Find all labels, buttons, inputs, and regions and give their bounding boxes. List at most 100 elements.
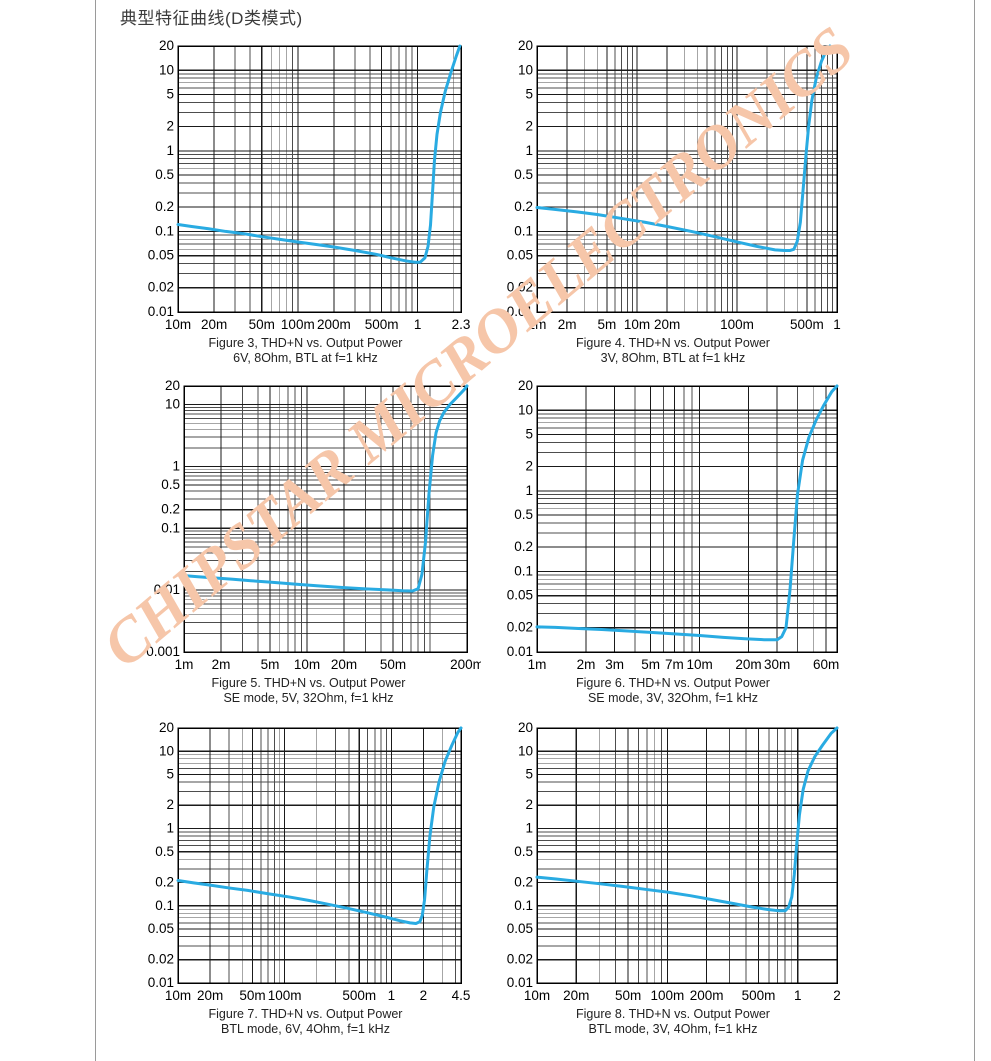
- page-left-border: [95, 0, 96, 1061]
- y-tick-label: 0.1: [155, 898, 174, 913]
- figure-caption-subtitle: 3V, 8Ohm, BTL at f=1 kHz: [600, 351, 746, 365]
- y-tick-label: 0.2: [514, 539, 533, 554]
- figure-6-plot: 0.01 0.02 0.05 0.1 0.2 0.5 1 2 5 10 20 1m 2m 3m 5m 7m 10…: [507, 380, 840, 672]
- x-tick-label: 2: [420, 988, 428, 1003]
- y-tick-label: 0.02: [507, 280, 533, 295]
- y-tick-label: 0.05: [507, 248, 533, 263]
- x-tick-label: 10m: [294, 657, 320, 672]
- y-tick-label: 10: [165, 397, 180, 412]
- y-tick-label: 0.01: [507, 304, 533, 319]
- x-tick-label: 200m: [317, 317, 351, 332]
- y-tick-label: 0.01: [154, 582, 180, 597]
- y-tick-label: 0.1: [161, 520, 180, 535]
- series-line: [182, 384, 469, 593]
- x-tick-label: 500m: [365, 317, 399, 332]
- y-tick-label: 5: [525, 427, 533, 442]
- y-tick-label: 0.2: [155, 199, 174, 214]
- x-tick-label: 2: [833, 988, 841, 1003]
- y-tick-label: 0.05: [148, 921, 174, 936]
- y-tick-label: 20: [159, 722, 174, 735]
- figure-4: 0.01 0.02 0.05 0.1 0.2 0.5 1 2 5 10 20 1m 2m 5m 10m 20m…: [495, 40, 851, 366]
- y-tick-label: 10: [159, 62, 174, 77]
- x-tick-label: 2m: [577, 657, 596, 672]
- x-tick-label: 20m: [331, 657, 357, 672]
- y-tick-label: 5: [166, 767, 174, 782]
- y-tick-label: 0.05: [148, 248, 174, 263]
- y-tick-label: 0.1: [514, 223, 533, 238]
- series-line: [535, 726, 839, 913]
- x-tick-label: 2m: [212, 657, 231, 672]
- y-tick-label: 0.2: [155, 874, 174, 889]
- figure-3-plot: 0.01 0.02 0.05 0.1 0.2 0.5 1 2 5 10 20 10m 20m 50m 100…: [148, 40, 471, 332]
- x-tick-label: 500m: [790, 317, 824, 332]
- y-tick-label: 20: [518, 40, 533, 53]
- figure-caption-subtitle: BTL mode, 6V, 4Ohm, f=1 kHz: [221, 1022, 390, 1036]
- x-tick-label: 7m: [665, 657, 684, 672]
- y-tick-label: 1: [525, 821, 533, 836]
- x-tick-label: 50m: [249, 317, 275, 332]
- figure-8-plot: 0.01 0.02 0.05 0.1 0.2 0.5 1 2 5 10 20 10m 20m 50m 100…: [507, 722, 841, 1003]
- series-line: [535, 384, 839, 642]
- y-tick-label: 20: [518, 722, 533, 735]
- figure-caption-title: Figure 4. THD+N vs. Output Power: [576, 336, 770, 350]
- x-tick-label: 100m: [650, 988, 684, 1003]
- figure-caption-subtitle: BTL mode, 3V, 4Ohm, f=1 kHz: [588, 1022, 758, 1036]
- x-tick-label: 20m: [735, 657, 761, 672]
- y-tick-label: 1: [525, 483, 533, 498]
- figure-3: 0.01 0.02 0.05 0.1 0.2 0.5 1 2 5 10 20 10m 20m 50m 100…: [136, 40, 475, 366]
- y-tick-label: 10: [159, 743, 174, 758]
- figure-caption-title: Figure 5. THD+N vs. Output Power: [211, 676, 406, 690]
- y-tick-label: 10: [518, 743, 533, 758]
- x-tick-label: 1m: [528, 657, 547, 672]
- y-tick-label: 0.01: [148, 975, 174, 990]
- y-tick-label: 0.02: [507, 952, 533, 967]
- y-tick-label: 0.02: [148, 280, 174, 295]
- y-tick-label: 5: [166, 87, 174, 102]
- x-tick-label: 20m: [201, 317, 227, 332]
- figure-5-plot: 0.001 0.01 0.1 0.2 0.5 1 10 20 1m 2m 5m 10m 20m 50m 20…: [146, 380, 481, 672]
- x-tick-label: 10m: [624, 317, 650, 332]
- x-tick-label: 1: [833, 317, 841, 332]
- page-title: 典型特征曲线(D类模式): [120, 9, 303, 28]
- figure-caption-subtitle: SE mode, 5V, 32Ohm, f=1 kHz: [223, 691, 394, 705]
- x-tick-label: 50m: [380, 657, 406, 672]
- y-tick-label: 20: [159, 40, 174, 53]
- figure-7-plot: 0.01 0.02 0.05 0.1 0.2 0.5 1 2 5 10 20 10m 20m 50m 100…: [148, 722, 471, 1003]
- x-tick-label: 5m: [598, 317, 617, 332]
- y-tick-label: 0.02: [148, 952, 174, 967]
- figure-caption-subtitle: SE mode, 3V, 32Ohm, f=1 kHz: [587, 691, 759, 705]
- x-tick-label: 500m: [342, 988, 376, 1003]
- x-tick-label: 1: [414, 317, 422, 332]
- y-tick-label: 10: [518, 62, 533, 77]
- figure-caption: Figure 3, THD+N vs. Output Power 6V, 8Ohm…: [136, 336, 475, 366]
- x-tick-label: 20m: [654, 317, 680, 332]
- y-tick-label: 5: [525, 87, 533, 102]
- x-tick-label: 1m: [175, 657, 194, 672]
- y-tick-label: 1: [525, 143, 533, 158]
- x-tick-label: 100m: [268, 988, 302, 1003]
- y-tick-label: 0.5: [155, 167, 174, 182]
- x-tick-label: 20m: [197, 988, 223, 1003]
- y-tick-label: 10: [518, 402, 533, 417]
- y-tick-label: 1: [166, 821, 174, 836]
- x-tick-label: 1: [388, 988, 396, 1003]
- y-tick-label: 0.01: [507, 644, 533, 659]
- x-tick-label: 10m: [165, 988, 191, 1003]
- x-tick-label: 5m: [641, 657, 660, 672]
- x-tick-label: 2.3: [452, 317, 471, 332]
- figure-caption-subtitle: 6V, 8Ohm, BTL at f=1 kHz: [233, 351, 378, 365]
- x-tick-label: 3m: [605, 657, 624, 672]
- y-tick-label: 0.01: [507, 975, 533, 990]
- y-tick-label: 0.5: [514, 844, 533, 859]
- y-tick-label: 20: [165, 380, 180, 393]
- figure-7: 0.01 0.02 0.05 0.1 0.2 0.5 1 2 5 10 20 10m 20m 50m 100…: [136, 722, 475, 1037]
- x-tick-label: 1m: [528, 317, 547, 332]
- x-tick-label: 200m: [690, 988, 724, 1003]
- y-tick-label: 1: [166, 143, 174, 158]
- figure-caption: Figure 7. THD+N vs. Output Power BTL mode…: [136, 1007, 475, 1037]
- y-tick-label: 5: [525, 767, 533, 782]
- figure-caption-title: Figure 6. THD+N vs. Output Power: [576, 676, 770, 690]
- y-tick-label: 0.05: [507, 588, 533, 603]
